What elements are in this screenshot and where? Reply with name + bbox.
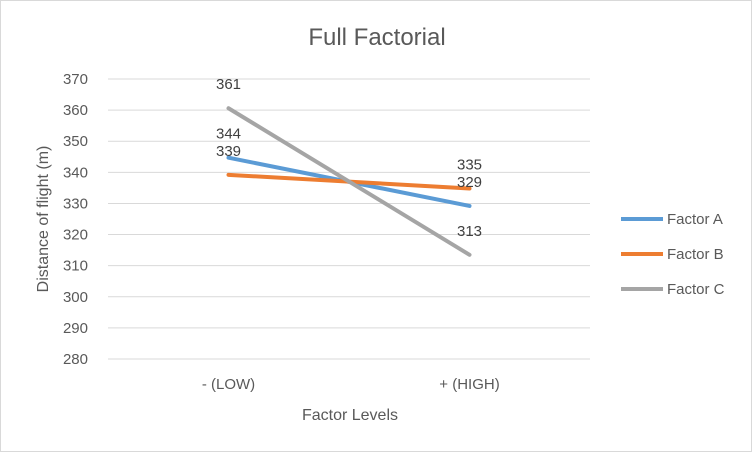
y-axis-label: Distance of flight (m) [35,146,52,293]
data-label-factor-b-1: 335 [457,157,482,174]
series-lines [226,106,472,257]
y-axis-ticks: 280 290 300 310 320 330 340 350 360 370 [63,71,88,368]
legend-label-factor-b: Factor B [667,246,724,263]
y-tick-label-310: 310 [63,258,88,275]
chart-title: Full Factorial [308,24,445,51]
legend-label-factor-c: Factor C [667,281,725,298]
data-label-factor-a-1: 329 [457,174,482,191]
data-label-factor-c-1: 313 [457,223,482,240]
x-axis-ticks: - (LOW) + (HIGH) [202,376,500,393]
x-tick-label-0: - (LOW) [202,376,255,393]
data-label-factor-a-0: 344 [216,126,241,143]
legend-label-factor-a: Factor A [667,211,723,228]
y-tick-label-300: 300 [63,289,88,306]
y-tick-label-360: 360 [63,102,88,119]
y-tick-label-340: 340 [63,164,88,181]
gridlines [108,78,590,360]
y-tick-label-290: 290 [63,320,88,337]
data-labels: 344 329 339 335 361 313 [216,76,482,240]
y-tick-label-350: 350 [63,133,88,150]
y-tick-label-370: 370 [63,71,88,88]
x-tick-label-1: + (HIGH) [439,376,499,393]
series-line-factor-c [226,106,472,257]
y-tick-label-280: 280 [63,351,88,368]
data-label-factor-c-0: 361 [216,76,241,93]
y-tick-label-320: 320 [63,227,88,244]
y-tick-label-330: 330 [63,195,88,212]
legend: Factor A Factor B Factor C [621,211,725,298]
data-label-factor-b-0: 339 [216,143,241,160]
x-axis-label: Factor Levels [302,407,398,424]
